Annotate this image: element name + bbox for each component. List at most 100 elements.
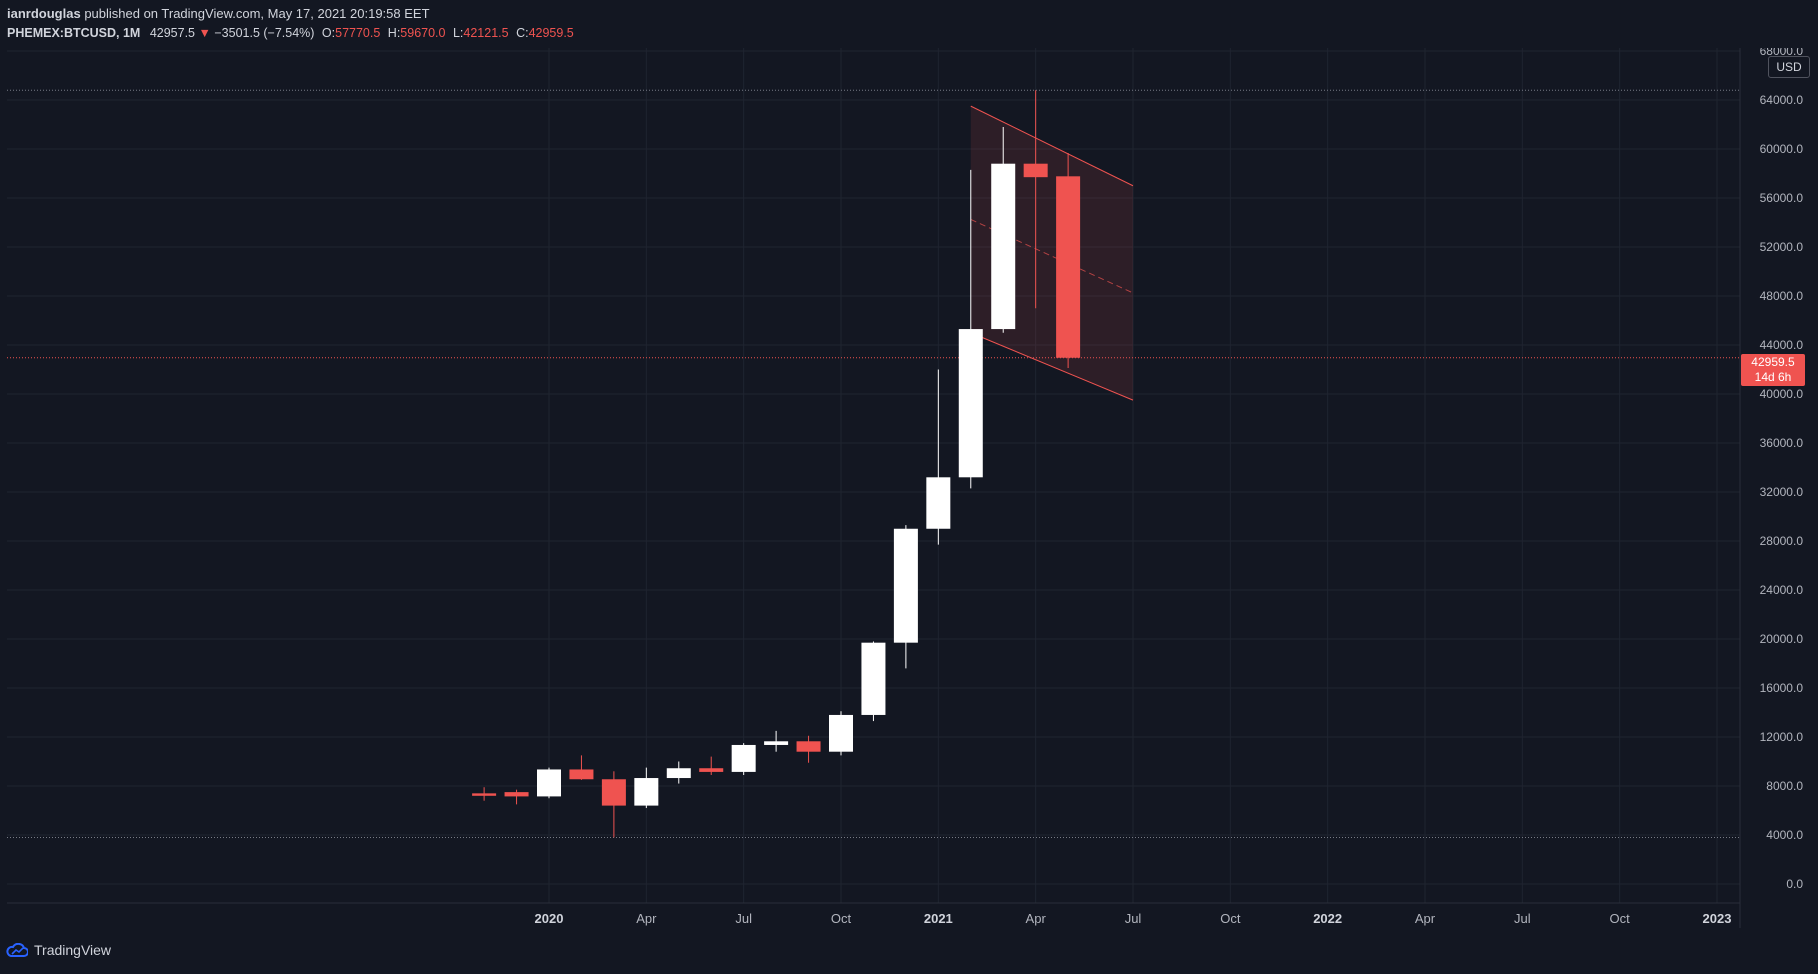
y-tick-label: 20000.0 — [1760, 632, 1804, 646]
ohlc-legend: PHEMEX:BTCUSD, 1M 42957.5 ▼ −3501.5 (−7.… — [7, 26, 574, 40]
candle[interactable] — [634, 767, 659, 809]
candle-body — [796, 741, 821, 752]
y-tick-label: 24000.0 — [1760, 583, 1804, 597]
candle-body — [893, 528, 918, 643]
candlestick-chart[interactable]: 0.0 4000.0 8000.0 12000.0 16000.0 20000.0 2400… — [0, 44, 1818, 928]
y-tick-label: 0.0 — [1786, 877, 1803, 891]
footer: TradingView — [0, 928, 1818, 974]
candle[interactable] — [601, 771, 626, 838]
low-value: 42121.5 — [463, 26, 509, 40]
y-tick-label: 64000.0 — [1760, 93, 1804, 107]
tradingview-cloud-icon — [6, 943, 28, 957]
x-tick-label: 2020 — [535, 911, 564, 926]
x-tick-label: 2021 — [924, 911, 953, 926]
candle[interactable] — [472, 787, 497, 801]
publisher-line: ianrdouglas published on TradingView.com… — [7, 6, 430, 21]
candle[interactable] — [699, 756, 724, 775]
candle-body — [537, 769, 561, 797]
brand-name: TradingView — [34, 942, 112, 958]
y-tick-label: 68000.0 — [1760, 48, 1804, 58]
tradingview-logo[interactable]: TradingView — [6, 942, 111, 958]
candle[interactable] — [893, 525, 918, 669]
y-tick-label: 36000.0 — [1760, 436, 1804, 450]
high-value: 59670.0 — [400, 26, 446, 40]
y-tick-label: 44000.0 — [1760, 338, 1804, 352]
open-value: 57770.5 — [335, 26, 381, 40]
last-price-badge: 42959.5 14d 6h — [1741, 354, 1805, 386]
open-label: O: — [321, 26, 336, 40]
chart-area[interactable]: 0.0 4000.0 8000.0 12000.0 16000.0 20000.0 2400… — [0, 44, 1818, 928]
x-tick-label: Jul — [735, 911, 752, 926]
x-tick-label: Oct — [1220, 911, 1241, 926]
candle-body — [634, 778, 659, 806]
candle-body — [861, 642, 886, 715]
y-tick-label: 60000.0 — [1760, 142, 1804, 156]
currency-badge[interactable]: USD — [1768, 56, 1810, 78]
candles[interactable] — [472, 90, 1081, 838]
candle-body — [991, 163, 1016, 330]
candle[interactable] — [1023, 90, 1048, 309]
author-name[interactable]: ianrdouglas — [7, 6, 81, 21]
down-arrow-icon: ▼ — [198, 26, 211, 40]
x-tick-label: Apr — [1026, 911, 1047, 926]
x-tick-label: Apr — [636, 911, 657, 926]
candle[interactable] — [569, 755, 594, 780]
candle-countdown: 14d 6h — [1754, 370, 1792, 384]
close-label: C: — [516, 26, 529, 40]
last-price: 42957.5 — [149, 26, 196, 40]
price-axis[interactable]: 0.0 4000.0 8000.0 12000.0 16000.0 20000.0 2400… — [1739, 44, 1804, 928]
y-tick-label: 16000.0 — [1760, 681, 1804, 695]
candle[interactable] — [991, 126, 1016, 333]
candle[interactable] — [504, 789, 529, 805]
high-label: H: — [387, 26, 401, 40]
candle-body — [958, 329, 983, 478]
y-tick-label: 52000.0 — [1760, 240, 1804, 254]
y-tick-label: 12000.0 — [1760, 730, 1804, 744]
x-tick-label: Oct — [1610, 911, 1631, 926]
x-tick-label: Jul — [1125, 911, 1142, 926]
channel-upper-line[interactable] — [970, 105, 1134, 187]
horizontal-lines — [7, 89, 1740, 838]
candle-body — [699, 768, 724, 772]
time-axis[interactable]: 2020 Apr Jul Oct 2021 Apr Jul Oct 2022 Apr Jul Oct 2… — [7, 902, 1740, 926]
candle[interactable] — [731, 743, 756, 775]
y-tick-label: 48000.0 — [1760, 289, 1804, 303]
y-tick-label: 4000.0 — [1766, 828, 1803, 842]
publish-info: published on TradingView.com, May 17, 20… — [84, 6, 430, 21]
candle-body — [764, 741, 789, 745]
symbol-label[interactable]: PHEMEX:BTCUSD, 1M — [7, 26, 141, 40]
candle[interactable] — [537, 767, 561, 799]
chart-header: ianrdouglas published on TradingView.com… — [0, 0, 1818, 48]
x-tick-label: Oct — [831, 911, 852, 926]
candle-body — [1056, 176, 1081, 358]
y-tick-label: 40000.0 — [1760, 387, 1804, 401]
candle[interactable] — [958, 169, 983, 489]
candle-body — [504, 792, 529, 797]
x-tick-label: Jul — [1514, 911, 1531, 926]
candle-body — [1023, 163, 1048, 178]
candle[interactable] — [796, 735, 821, 763]
last-price-value: 42959.5 — [1751, 355, 1795, 369]
candle[interactable] — [666, 761, 691, 784]
candle[interactable] — [1056, 153, 1081, 369]
candle[interactable] — [764, 730, 789, 752]
price-change: −3501.5 (−7.54%) — [214, 26, 315, 40]
x-tick-label: Apr — [1415, 911, 1436, 926]
candle-body — [926, 477, 951, 529]
candle-body — [829, 714, 853, 752]
x-tick-label: 2023 — [1703, 911, 1732, 926]
low-label: L: — [452, 26, 464, 40]
candle-body — [731, 744, 756, 772]
x-tick-label: 2022 — [1313, 911, 1342, 926]
candle[interactable] — [926, 369, 951, 545]
candle[interactable] — [829, 711, 853, 756]
candle-body — [569, 769, 594, 780]
y-tick-label: 56000.0 — [1760, 191, 1804, 205]
candle[interactable] — [861, 641, 886, 722]
candle-body — [666, 768, 691, 779]
grid — [7, 48, 1740, 903]
y-tick-label: 32000.0 — [1760, 485, 1804, 499]
close-value: 42959.5 — [528, 26, 574, 40]
channel-lower-line[interactable] — [970, 332, 1134, 401]
candle-body — [601, 779, 626, 806]
